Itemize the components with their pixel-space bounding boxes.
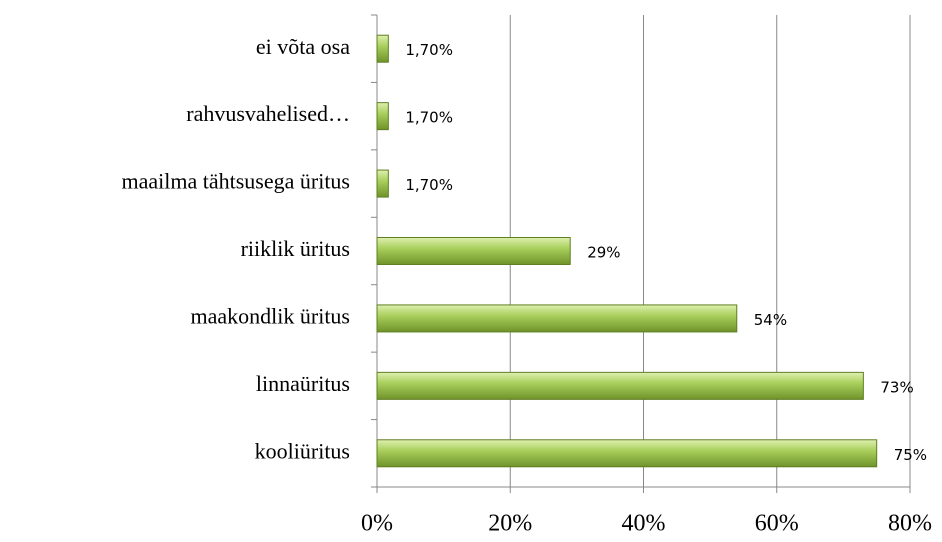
category-label: ei võta osa bbox=[256, 34, 350, 59]
bar bbox=[376, 237, 571, 265]
bar bbox=[376, 102, 389, 131]
bar bbox=[376, 169, 389, 198]
x-tick-label: 20% bbox=[488, 511, 532, 537]
x-tick-label: 60% bbox=[755, 511, 799, 537]
value-label: 54% bbox=[754, 311, 787, 329]
category-label: linnaüritus bbox=[256, 371, 350, 396]
x-tick-label: 40% bbox=[622, 511, 666, 537]
value-label: 75% bbox=[894, 446, 927, 464]
value-label: 73% bbox=[880, 378, 913, 396]
bar bbox=[376, 34, 389, 63]
value-label: 1,70% bbox=[405, 176, 453, 194]
value-label: 29% bbox=[587, 244, 620, 262]
category-label: riiklik üritus bbox=[241, 236, 350, 261]
bar bbox=[376, 304, 738, 333]
x-tick-label: 0% bbox=[361, 511, 393, 537]
bar bbox=[376, 439, 878, 468]
bar bbox=[376, 371, 864, 400]
category-label: maakondlik üritus bbox=[191, 303, 350, 328]
category-label: rahvusvahelised… bbox=[186, 101, 350, 126]
category-label: maailma tähtsusega üritus bbox=[122, 169, 351, 194]
value-label: 1,70% bbox=[405, 41, 453, 59]
value-label: 1,70% bbox=[405, 109, 453, 127]
category-label: kooliüritus bbox=[255, 438, 350, 463]
x-tick-label: 80% bbox=[888, 511, 932, 537]
